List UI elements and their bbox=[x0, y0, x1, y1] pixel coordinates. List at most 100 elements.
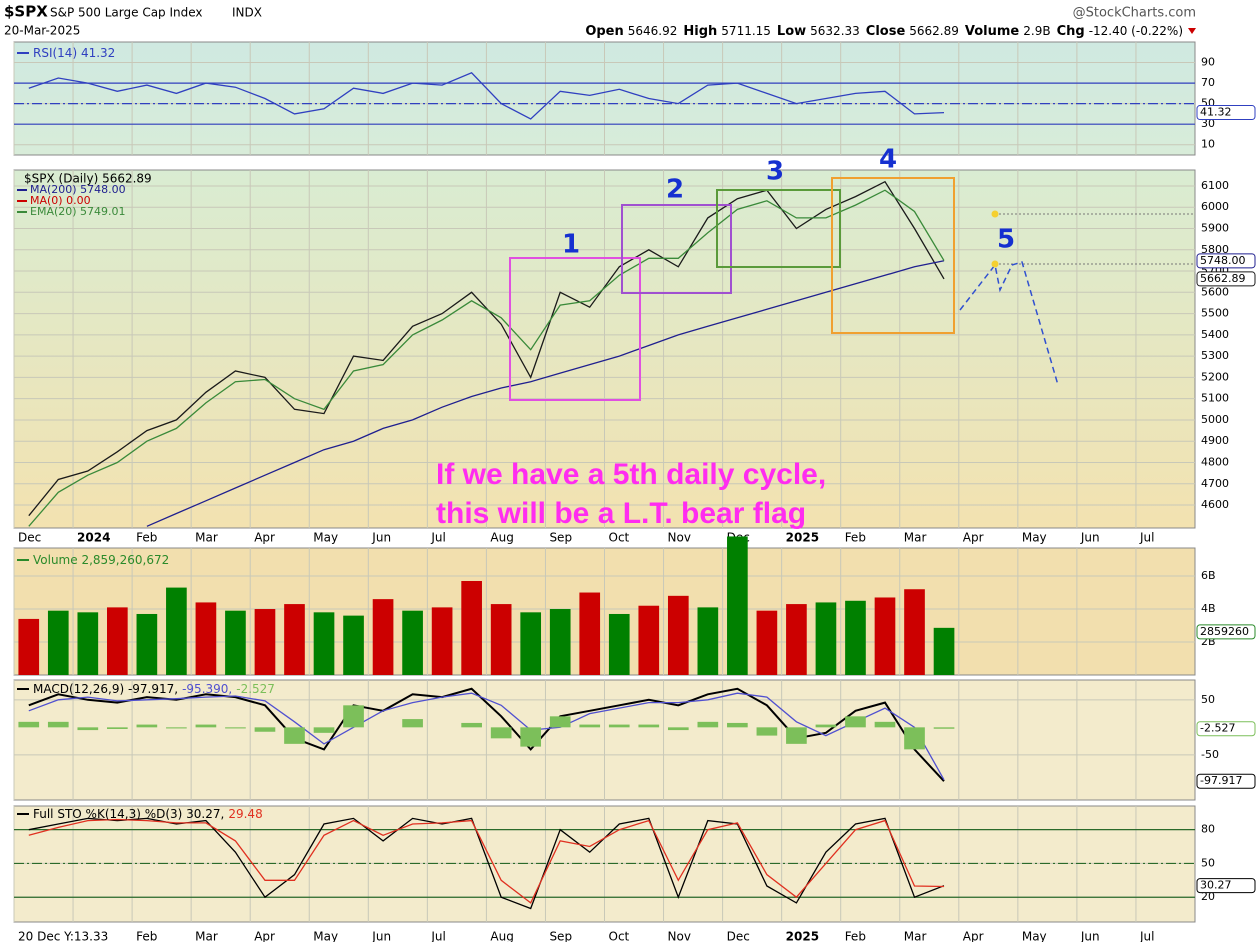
bar bbox=[845, 716, 866, 728]
bar bbox=[697, 721, 719, 728]
bar bbox=[195, 602, 217, 675]
bar bbox=[579, 724, 601, 728]
bar bbox=[579, 592, 601, 675]
legend-label: -2.527 bbox=[236, 682, 275, 696]
bar bbox=[549, 716, 571, 728]
y-tick-label: -50 bbox=[1201, 748, 1219, 761]
x-tick-label: Jul bbox=[1139, 531, 1154, 545]
bar bbox=[786, 727, 807, 744]
annotation: 4 bbox=[879, 145, 897, 175]
x-tick-label: Dec bbox=[18, 531, 41, 545]
value-tag-box bbox=[1196, 253, 1256, 269]
bar bbox=[136, 613, 158, 675]
value-tag: 5748.00 bbox=[1200, 254, 1246, 267]
exchange: INDX bbox=[232, 6, 262, 20]
y-tick-label: 5200 bbox=[1201, 370, 1229, 383]
quote-label: Chg bbox=[1057, 24, 1085, 39]
bar bbox=[107, 727, 128, 729]
x-tick-label: May bbox=[313, 531, 338, 545]
bar bbox=[549, 609, 571, 675]
bar bbox=[904, 589, 925, 675]
bar bbox=[756, 610, 778, 675]
value-tag-box bbox=[1196, 271, 1256, 287]
bar bbox=[667, 595, 689, 675]
y-tick-label: 5400 bbox=[1201, 328, 1229, 341]
y-tick-label: 4800 bbox=[1201, 455, 1229, 468]
x-tick-label: Mar bbox=[195, 531, 218, 545]
legend: Full STO %K(14,3) %D(3) 30.27, 29.48 bbox=[33, 807, 263, 821]
bar bbox=[402, 719, 423, 728]
x-tick-label: Nov bbox=[668, 930, 691, 943]
y-tick-label: 5500 bbox=[1201, 307, 1229, 320]
date: 20-Mar-2025 bbox=[4, 24, 80, 38]
bar bbox=[874, 721, 896, 728]
y-tick-label: 5100 bbox=[1201, 392, 1229, 405]
y-tick-label: 5900 bbox=[1201, 221, 1229, 234]
annotation-shapes bbox=[509, 177, 1195, 401]
x-tick-label: Apr bbox=[254, 930, 275, 943]
quote-value: 5646.92 bbox=[628, 24, 678, 38]
legend-label: Full STO %K(14,3) %D(3) 30.27, bbox=[33, 807, 224, 821]
y-tick-label: 20 bbox=[1201, 890, 1215, 903]
bar bbox=[904, 727, 925, 750]
x-tick-label: Jul bbox=[1139, 930, 1154, 943]
bar bbox=[254, 727, 276, 732]
y-tick-label: 90 bbox=[1201, 56, 1215, 69]
y-tick-label: 4700 bbox=[1201, 477, 1229, 490]
box-1 bbox=[509, 257, 641, 401]
y-tick-label: 6000 bbox=[1201, 200, 1229, 213]
x-tick-label: Jun bbox=[371, 930, 391, 943]
bar bbox=[933, 727, 955, 729]
y-tick-label: 4900 bbox=[1201, 434, 1229, 447]
value-tag: 41.32 bbox=[1200, 106, 1232, 119]
bar bbox=[490, 727, 512, 739]
y-tick-label: 4B bbox=[1201, 602, 1216, 615]
y-tick-label: 5000 bbox=[1201, 413, 1229, 426]
bar bbox=[845, 600, 866, 675]
bar bbox=[18, 618, 40, 675]
y-tick-label: 4600 bbox=[1201, 498, 1229, 511]
quote-value: 5711.15 bbox=[721, 24, 771, 38]
legend: RSI(14) 41.32 bbox=[33, 46, 115, 60]
down-arrow bbox=[1188, 28, 1196, 34]
panels: 10 30 50 70 90 41.32 RSI(14) 41.32 4600 4700 4800… bbox=[13, 41, 1256, 944]
legend: Volume 2,859,260,672 bbox=[33, 553, 169, 567]
bar bbox=[461, 722, 482, 728]
annotation: If we have a 5th daily cycle, bbox=[436, 458, 826, 491]
x-tick-label: May bbox=[1022, 930, 1047, 943]
bar bbox=[638, 724, 660, 728]
x-tick-label: Dec bbox=[727, 930, 750, 943]
x-tick-label: Jul bbox=[430, 930, 445, 943]
x-tick-label: Oct bbox=[609, 930, 630, 943]
annotation: 1 bbox=[562, 230, 580, 260]
bar bbox=[933, 627, 955, 675]
x-tick-label: Sep bbox=[549, 930, 572, 943]
copyright: @StockCharts.com bbox=[1073, 6, 1196, 21]
bar bbox=[77, 727, 99, 731]
bar bbox=[343, 705, 364, 728]
x-tick-label: Sep bbox=[549, 531, 572, 545]
x-tick-label: Feb bbox=[845, 930, 866, 943]
legend-label: RSI(14) 41.32 bbox=[33, 46, 115, 60]
bar bbox=[608, 724, 630, 728]
bar bbox=[520, 612, 542, 675]
marker bbox=[991, 210, 999, 218]
legend-label: -95.390, bbox=[182, 682, 232, 696]
bar bbox=[107, 607, 128, 675]
legend-label: Volume 2,859,260,672 bbox=[33, 553, 169, 567]
bar bbox=[727, 722, 748, 728]
box-4 bbox=[831, 177, 955, 334]
x-tick-label: 20 Dec Y:13.33 bbox=[18, 930, 108, 943]
quote-label: High bbox=[683, 24, 717, 39]
bar bbox=[313, 727, 335, 733]
legend-label: MA(200) 5748.00 bbox=[30, 183, 126, 196]
bar bbox=[313, 612, 335, 675]
symbol: $SPX bbox=[4, 3, 48, 21]
bar bbox=[815, 602, 837, 675]
bar bbox=[756, 727, 778, 736]
bar bbox=[402, 610, 423, 675]
x-tick-label: Jun bbox=[1080, 531, 1100, 545]
bar bbox=[727, 536, 748, 675]
bar bbox=[697, 607, 719, 675]
